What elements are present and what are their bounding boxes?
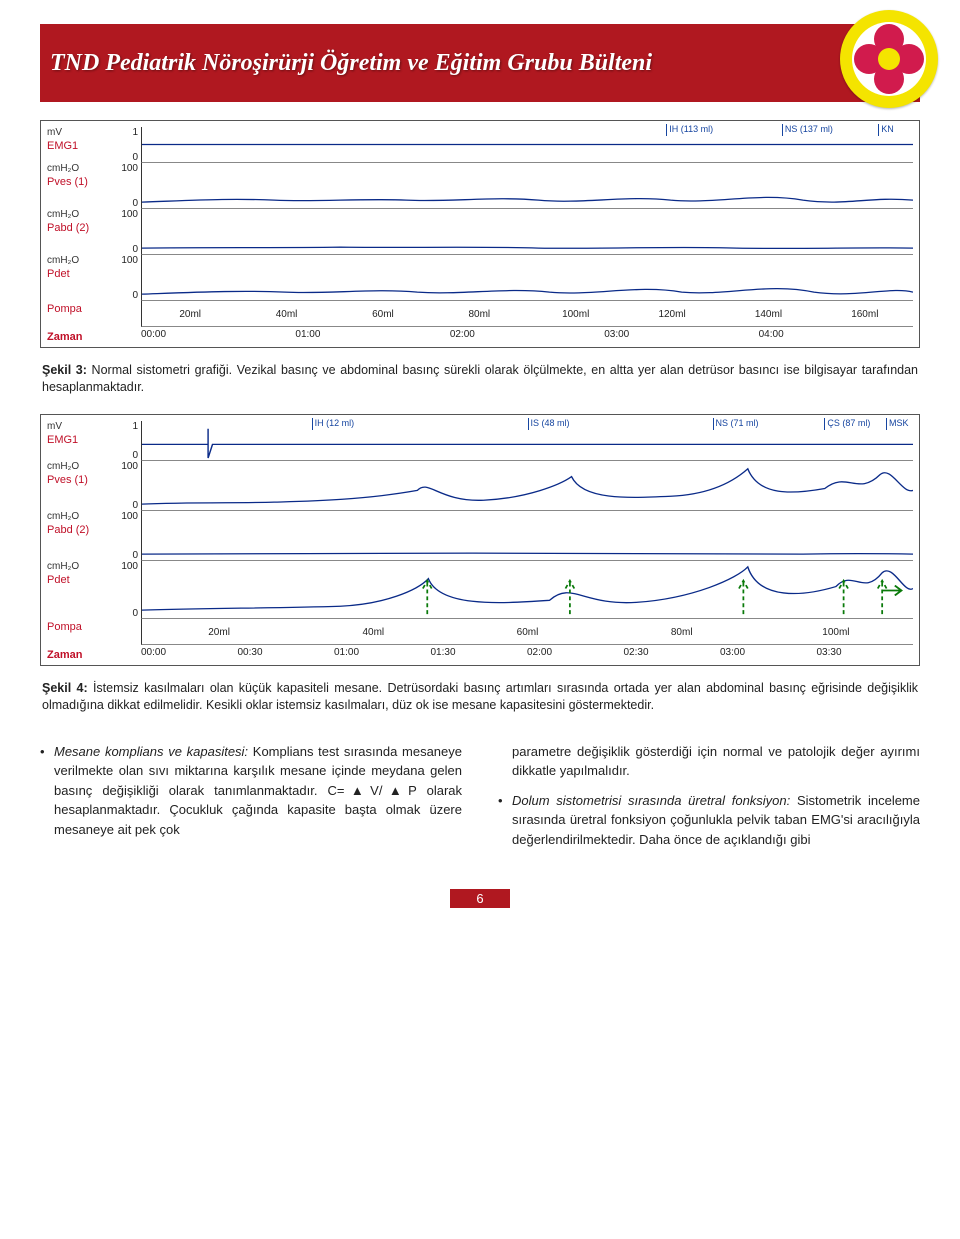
page-number-value: 6 [450,889,510,908]
column-right: parametre değişiklik gösterdiği için nor… [498,742,920,856]
bullet-komplians: Mesane komplians ve kapasitesi: Komplian… [40,742,462,840]
figure-4-caption: Şekil 4: İstemsiz kasılmaları olan küçük… [42,680,918,714]
body-columns: Mesane komplians ve kapasitesi: Komplian… [40,742,920,856]
figure-4-caption-label: Şekil 4: [42,681,88,695]
page-title: TND Pediatrik Nöroşirürji Öğretim ve Eği… [50,50,652,77]
bullet-dolum-term: Dolum sistometrisi sırasında üretral fon… [512,793,790,808]
figure-3-chart: mVEMG110IH (113 ml)NS (137 ml)KNcmH₂OPve… [40,120,920,348]
column-left: Mesane komplians ve kapasitesi: Komplian… [40,742,462,856]
bullet-komplians-term: Mesane komplians ve kapasitesi: [54,744,248,759]
bullet-dolum: Dolum sistometrisi sırasında üretral fon… [498,791,920,850]
para-parametre: parametre değişiklik gösterdiği için nor… [498,742,920,781]
logo [840,10,938,108]
header-band: TND Pediatrik Nöroşirürji Öğretim ve Eği… [40,24,920,102]
figure-3-caption: Şekil 3: Normal sistometri grafiği. Vezi… [42,362,918,396]
figure-3-caption-label: Şekil 3: [42,363,87,377]
page-number: 6 [40,889,920,908]
figure-4-caption-text: İstemsiz kasılmaları olan küçük kapasite… [42,681,918,712]
figure-3-caption-text: Normal sistometri grafiği. Vezikal basın… [42,363,918,394]
figure-4-chart: mVEMG110IH (12 ml)IS (48 ml)NS (71 ml)ÇS… [40,414,920,666]
